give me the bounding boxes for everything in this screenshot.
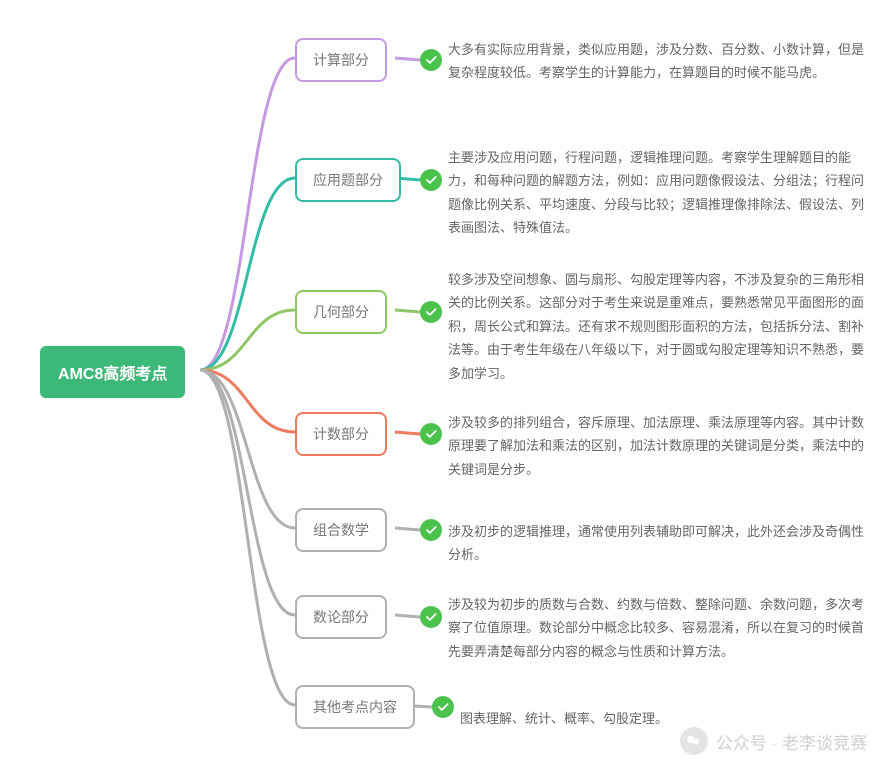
connector-branch-check [395, 58, 420, 60]
check-icon [420, 49, 442, 71]
connector-root-branch [200, 370, 295, 432]
root-node: AMC8高频考点 [40, 346, 185, 398]
connector-branch-check [395, 615, 420, 617]
connector-branch-check [395, 528, 420, 530]
connector-branch-check [395, 432, 420, 434]
check-icon [420, 606, 442, 628]
connector-root-branch [200, 58, 295, 370]
branch-desc: 涉及较多的排列组合，容斥原理、加法原理、乘法原理等内容。其中计数原理要了解加法和… [448, 411, 868, 481]
mindmap-canvas: AMC8高频考点 计算部分 大多有实际应用背景，类似应用题，涉及分数、百分数、小数… [0, 0, 885, 765]
connector-branch-check [395, 310, 420, 312]
branch-node-6: 其他考点内容 [295, 685, 415, 729]
branch-label: 几何部分 [313, 304, 369, 320]
branch-label: 组合数学 [313, 522, 369, 538]
check-icon [420, 423, 442, 445]
wechat-icon [680, 727, 708, 755]
root-label: AMC8高频考点 [58, 366, 167, 383]
branch-desc: 涉及较为初步的质数与合数、约数与倍数、整除问题、余数问题，多次考察了位值原理。数… [448, 593, 868, 663]
connector-root-branch [200, 370, 295, 705]
branch-desc: 较多涉及空间想象、圆与扇形、勾股定理等内容，不涉及复杂的三角形相关的比例关系。这… [448, 268, 868, 385]
branch-label: 应用题部分 [313, 172, 383, 188]
branch-node-4: 组合数学 [295, 508, 387, 552]
branch-desc: 大多有实际应用背景，类似应用题，涉及分数、百分数、小数计算，但是复杂程度较低。考… [448, 38, 868, 85]
branch-node-5: 数论部分 [295, 595, 387, 639]
branch-label: 其他考点内容 [313, 699, 397, 715]
check-icon [420, 519, 442, 541]
branch-node-3: 计数部分 [295, 412, 387, 456]
branch-desc: 主要涉及应用问题，行程问题，逻辑推理问题。考察学生理解题目的能力，和每种问题的解… [448, 146, 868, 240]
branch-desc: 涉及初步的逻辑推理，通常使用列表辅助即可解决，此外还会涉及奇偶性分析。 [448, 520, 868, 567]
check-icon [432, 696, 454, 718]
connector-root-branch [200, 370, 295, 615]
watermark-text: 公众号 · 老李谈竞赛 [716, 729, 867, 754]
check-icon [420, 301, 442, 323]
branch-label: 计算部分 [313, 52, 369, 68]
check-icon [420, 169, 442, 191]
branch-node-2: 几何部分 [295, 290, 387, 334]
connector-root-branch [200, 310, 295, 370]
branch-node-0: 计算部分 [295, 38, 387, 82]
branch-label: 数论部分 [313, 609, 369, 625]
watermark: 公众号 · 老李谈竞赛 [680, 727, 867, 755]
branch-node-1: 应用题部分 [295, 158, 401, 202]
branch-label: 计数部分 [313, 426, 369, 442]
connector-root-branch [200, 178, 295, 370]
connector-root-branch [200, 370, 295, 528]
